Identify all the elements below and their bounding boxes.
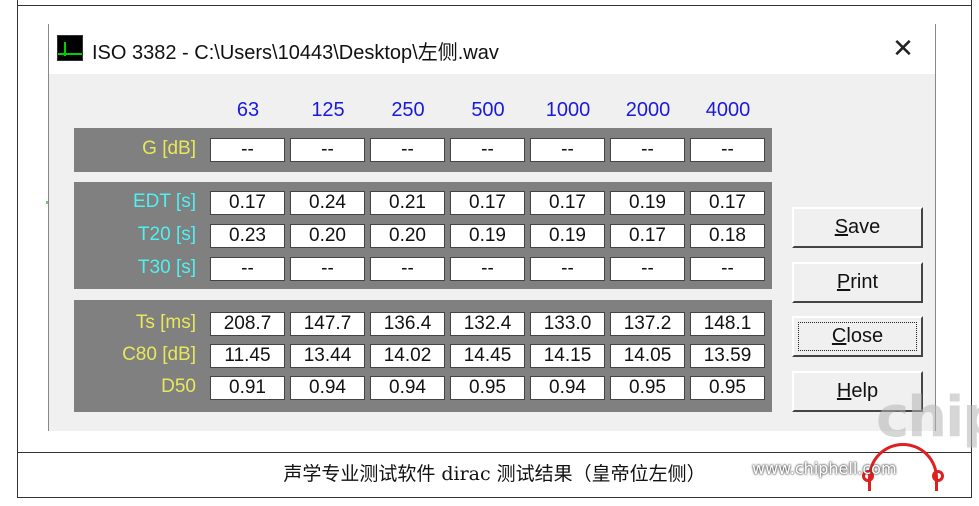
help-button[interactable]: Help — [792, 371, 923, 412]
cell-c80-63: 11.45 — [210, 344, 285, 368]
row-label-edt: EDT [s] — [133, 191, 196, 212]
cell-t30-1000: -- — [530, 257, 605, 281]
freq-header-125: 125 — [311, 99, 345, 121]
document-frame — [17, 0, 972, 498]
freq-header-250: 250 — [391, 99, 425, 121]
cell-ts-63: 208.7 — [210, 312, 285, 336]
cell-g-4000: -- — [690, 138, 765, 162]
cell-t30-125: -- — [290, 257, 365, 281]
cell-g-250: -- — [370, 138, 445, 162]
close-hotkey: C — [831, 325, 847, 347]
iso3382-dialog: ISO 3382 - C:\Users\10443\Desktop\左侧.wav… — [48, 24, 936, 431]
freq-header-4000: 4000 — [705, 99, 751, 121]
freq-header-2000: 2000 — [625, 99, 671, 121]
cell-ts-2000: 137.2 — [610, 312, 685, 336]
save-hotkey: S — [834, 216, 849, 238]
cell-ts-4000: 148.1 — [690, 312, 765, 336]
watermark-earcup-left-icon — [862, 470, 874, 482]
cell-c80-1000: 14.15 — [530, 344, 605, 368]
cell-d50-4000: 0.95 — [690, 376, 765, 400]
close-label: lose — [846, 325, 884, 347]
cell-t20-1000: 0.19 — [530, 224, 605, 248]
cell-edt-1000: 0.17 — [530, 191, 605, 215]
cell-d50-1000: 0.94 — [530, 376, 605, 400]
row-label-t30: T30 [s] — [137, 257, 196, 278]
print-hotkey: P — [836, 271, 851, 293]
row-label-c80: C80 [dB] — [122, 344, 196, 365]
figure-caption: 声学专业测试软件 dirac 测试结果（皇帝位左侧） — [283, 463, 706, 485]
help-label: elp — [851, 380, 879, 402]
print-button[interactable]: Print — [792, 262, 923, 303]
document-top-border — [17, 5, 972, 6]
cell-edt-250: 0.21 — [370, 191, 445, 215]
cell-edt-4000: 0.17 — [690, 191, 765, 215]
cell-c80-500: 14.45 — [450, 344, 525, 368]
cell-t20-4000: 0.18 — [690, 224, 765, 248]
watermark-earcup-right-icon — [932, 470, 944, 482]
cell-c80-4000: 13.59 — [690, 344, 765, 368]
cell-t20-2000: 0.17 — [610, 224, 685, 248]
cell-ts-125: 147.7 — [290, 312, 365, 336]
cell-g-63: -- — [210, 138, 285, 162]
cell-g-125: -- — [290, 138, 365, 162]
cell-g-2000: -- — [610, 138, 685, 162]
cell-ts-1000: 133.0 — [530, 312, 605, 336]
cell-t20-500: 0.19 — [450, 224, 525, 248]
cell-d50-500: 0.95 — [450, 376, 525, 400]
focus-ring — [798, 322, 917, 351]
save-label: ave — [848, 216, 881, 238]
cell-g-500: -- — [450, 138, 525, 162]
row-label-ts: Ts [ms] — [135, 312, 196, 333]
cell-d50-2000: 0.95 — [610, 376, 685, 400]
close-window-icon[interactable]: ✕ — [892, 33, 914, 63]
cell-edt-2000: 0.19 — [610, 191, 685, 215]
freq-header-1000: 1000 — [545, 99, 591, 121]
cell-t20-63: 0.23 — [210, 224, 285, 248]
cell-c80-2000: 14.05 — [610, 344, 685, 368]
cell-d50-63: 0.91 — [210, 376, 285, 400]
cell-g-1000: -- — [530, 138, 605, 162]
dialog-client-area: 63 125 250 500 1000 2000 4000 G [dB] -- … — [49, 74, 935, 431]
cell-d50-250: 0.94 — [370, 376, 445, 400]
cell-t20-250: 0.20 — [370, 224, 445, 248]
close-button[interactable]: Close — [792, 316, 923, 357]
title-bar[interactable]: ISO 3382 - C:\Users\10443\Desktop\左侧.wav… — [49, 24, 935, 74]
watermark-headphone-icon — [868, 443, 938, 491]
window-title: ISO 3382 - C:\Users\10443\Desktop\左侧.wav — [92, 42, 499, 64]
cell-c80-250: 14.02 — [370, 344, 445, 368]
cell-ts-500: 132.4 — [450, 312, 525, 336]
row-label-d50: D50 — [161, 376, 196, 397]
save-button[interactable]: Save — [792, 207, 923, 248]
caption-separator — [17, 452, 972, 453]
strength-panel: G [dB] -- -- -- -- -- -- -- — [74, 128, 772, 172]
cell-c80-125: 13.44 — [290, 344, 365, 368]
help-hotkey: H — [836, 380, 852, 402]
row-label-t20: T20 [s] — [137, 224, 196, 245]
print-label: rint — [850, 271, 879, 293]
clarity-panel: Ts [ms] 208.7 147.7 136.4 132.4 133.0 13… — [74, 300, 772, 412]
row-label-g: G [dB] — [142, 138, 196, 159]
cell-t30-250: -- — [370, 257, 445, 281]
freq-header-63: 63 — [236, 99, 260, 121]
cell-t30-4000: -- — [690, 257, 765, 281]
cell-edt-63: 0.17 — [210, 191, 285, 215]
cell-edt-125: 0.24 — [290, 191, 365, 215]
frame-marker — [46, 201, 49, 204]
reverberation-panel: EDT [s] 0.17 0.24 0.21 0.17 0.17 0.19 0.… — [74, 182, 772, 289]
cell-t30-63: -- — [210, 257, 285, 281]
cell-ts-250: 136.4 — [370, 312, 445, 336]
cell-t30-500: -- — [450, 257, 525, 281]
watermark-url: www.chiphell.com — [752, 459, 897, 478]
cell-t30-2000: -- — [610, 257, 685, 281]
freq-header-500: 500 — [471, 99, 505, 121]
watermark-logo-text: chip — [876, 385, 979, 450]
cell-t20-125: 0.20 — [290, 224, 365, 248]
app-waveform-icon — [57, 35, 83, 61]
cell-edt-500: 0.17 — [450, 191, 525, 215]
cell-d50-125: 0.94 — [290, 376, 365, 400]
